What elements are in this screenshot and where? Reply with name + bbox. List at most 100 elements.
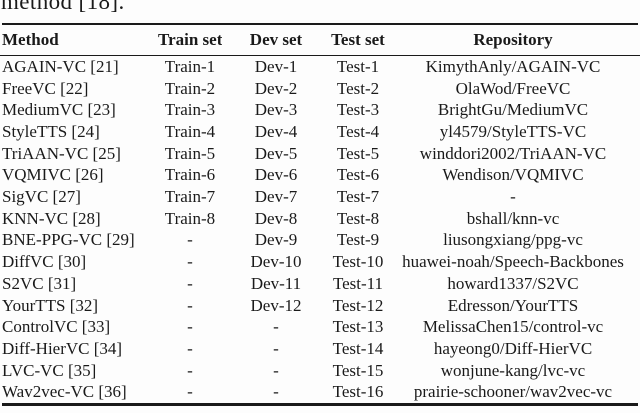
train-set-cell: Train-4 [164, 122, 216, 141]
method-cell: ControlVC [33] [2, 317, 111, 337]
column-header-method: Method [0, 25, 158, 57]
dev-set-cell: Dev-2 [254, 78, 298, 98]
table-row: MediumVC [23] Train-3 Dev-3 Test-3 BrightGu/… [0, 99, 640, 121]
method-cell: KNN-VC [28] [2, 208, 101, 228]
train-set-cell: - [187, 273, 193, 293]
dev-set-cell: Dev-5 [254, 143, 298, 163]
method-cell: SigVC [27] [2, 187, 81, 207]
dev-set-cell: Dev-9 [254, 230, 298, 250]
train-set-cell: - [187, 360, 193, 380]
table-row: BNE-PPG-VC [29] - Dev-9 Test-9 liusongxiang/… [0, 230, 640, 252]
repository-cell: KimythAnly/AGAIN-VC [425, 56, 601, 76]
test-set-cell: Test-5 [336, 143, 380, 163]
repository-cell: MelissaChen15/control-vc [422, 317, 604, 337]
test-set-cell: Test-3 [336, 100, 380, 120]
dev-set-cell: - [273, 360, 279, 380]
train-set-cell: Train-3 [164, 100, 216, 120]
dev-set-cell: Dev-10 [250, 252, 302, 272]
repository-cell: winddori2002/TriAAN-VC [419, 143, 607, 163]
test-set-cell: Test-7 [336, 187, 380, 207]
method-cell: VQMIVC [26] [2, 165, 104, 185]
train-set-cell: Train-7 [164, 187, 216, 207]
test-set-cell: Test-1 [336, 56, 380, 76]
repository-cell: BrightGu/MediumVC [437, 100, 589, 120]
dev-set-cell: Dev-6 [254, 165, 298, 185]
test-set-cell: Test-15 [332, 360, 384, 380]
repository-cell: howard1337/S2VC [447, 273, 579, 293]
table-row: ControlVC [33] - - Test-13 MelissaChen15/con… [0, 316, 640, 338]
train-set-cell: - [187, 295, 193, 315]
train-set-cell: - [187, 382, 193, 402]
test-set-cell: Test-10 [332, 252, 384, 272]
dev-set-cell: - [273, 382, 279, 402]
train-set-cell: - [187, 252, 193, 272]
dev-set-cell: Dev-3 [254, 100, 298, 120]
dev-set-cell: - [273, 338, 279, 358]
test-set-cell: Test-11 [332, 273, 384, 293]
train-set-cell: Train-8 [164, 208, 216, 228]
dev-set-cell: Dev-1 [254, 56, 298, 76]
column-header-dev-set: Dev set [222, 25, 330, 57]
column-header-test-set: Test set [330, 25, 386, 57]
repository-cell: Wendison/VQMIVC [442, 165, 584, 185]
table-header-row: Method Train set Dev set Test set Repository [0, 25, 640, 57]
paragraph-fragment: method [18]. [1, 0, 125, 14]
benchmark-table: Method Train set Dev set Test set Repository… [0, 25, 640, 403]
dev-set-cell: Dev-4 [254, 122, 298, 141]
repository-cell: hayeong0/Diff-HierVC [433, 338, 593, 358]
table-row: LVC-VC [35] - - Test-15 wonjune-kang/lvc-vc [0, 360, 640, 382]
table-row: VQMIVC [26] Train-6 Dev-6 Test-6 Wendison/VQ… [0, 165, 640, 187]
table-row: AGAIN-VC [21] Train-1 Dev-1 Test-1 KimythAnl… [0, 56, 640, 78]
method-cell: AGAIN-VC [21] [2, 56, 119, 76]
train-set-cell: Train-5 [164, 143, 216, 163]
method-cell: FreeVC [22] [2, 78, 89, 98]
test-set-cell: Test-16 [332, 382, 384, 402]
dev-set-cell: - [273, 317, 279, 337]
repository-cell: yl4579/StyleTTS-VC [439, 122, 587, 141]
dev-set-cell: Dev-7 [254, 187, 298, 207]
test-set-cell: Test-4 [336, 122, 380, 141]
train-set-cell: Train-6 [164, 165, 216, 185]
repository-cell: huawei-noah/Speech-Backbones [402, 252, 624, 272]
train-set-cell: - [187, 317, 193, 337]
method-cell: S2VC [31] [2, 273, 77, 293]
dev-set-cell: Dev-11 [250, 273, 302, 293]
table-bottom-rule [2, 403, 638, 406]
test-set-cell: Test-14 [332, 338, 384, 358]
table-row: Wav2vec-VC [36] - - Test-16 prairie-schooner… [0, 381, 640, 403]
table-row: DiffVC [30] - Dev-10 Test-10 huawei-noah/Spe… [0, 251, 640, 273]
column-header-train-set: Train set [158, 25, 222, 57]
repository-cell: wonjune-kang/lvc-vc [440, 360, 586, 380]
method-cell: StyleTTS [24] [2, 122, 100, 141]
method-cell: DiffVC [30] [2, 252, 87, 272]
table-row: KNN-VC [28] Train-8 Dev-8 Test-8 bshall/knn-… [0, 208, 640, 230]
table-row: Diff-HierVC [34] - - Test-14 hayeong0/Diff-H… [0, 338, 640, 360]
train-set-cell: Train-1 [164, 56, 216, 76]
train-set-cell: Train-2 [164, 78, 216, 98]
table-row: SigVC [27] Train-7 Dev-7 Test-7 - [0, 186, 640, 208]
dev-set-cell: Dev-8 [254, 208, 298, 228]
method-cell: Diff-HierVC [34] [2, 338, 123, 358]
table-row: FreeVC [22] Train-2 Dev-2 Test-2 OlaWod/Free… [0, 78, 640, 100]
dev-set-cell: Dev-12 [250, 295, 302, 315]
method-cell: TriAAN-VC [25] [2, 143, 121, 163]
repository-cell: - [510, 187, 516, 207]
table-row: TriAAN-VC [25] Train-5 Dev-5 Test-5 winddori… [0, 143, 640, 165]
train-set-cell: - [187, 230, 193, 250]
repository-cell: Edresson/YourTTS [447, 295, 579, 315]
method-cell: Wav2vec-VC [36] [2, 382, 127, 402]
method-cell: MediumVC [23] [2, 100, 116, 120]
table-top-rule [2, 22, 638, 26]
column-header-repository: Repository [386, 25, 640, 57]
train-set-cell: - [187, 338, 193, 358]
table-row: S2VC [31] - Dev-11 Test-11 howard1337/S2VC [0, 273, 640, 295]
method-cell: BNE-PPG-VC [29] [2, 230, 135, 250]
repository-cell: prairie-schooner/wav2vec-vc [413, 382, 613, 402]
test-set-cell: Test-8 [336, 208, 380, 228]
method-cell: LVC-VC [35] [2, 360, 97, 380]
method-cell: YourTTS [32] [2, 295, 99, 315]
repository-cell: bshall/knn-vc [466, 208, 560, 228]
test-set-cell: Test-2 [336, 78, 380, 98]
test-set-cell: Test-13 [332, 317, 384, 337]
